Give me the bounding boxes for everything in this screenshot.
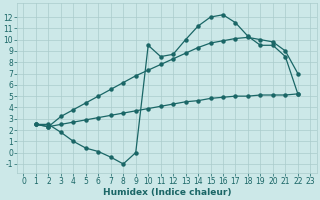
X-axis label: Humidex (Indice chaleur): Humidex (Indice chaleur) <box>103 188 231 197</box>
